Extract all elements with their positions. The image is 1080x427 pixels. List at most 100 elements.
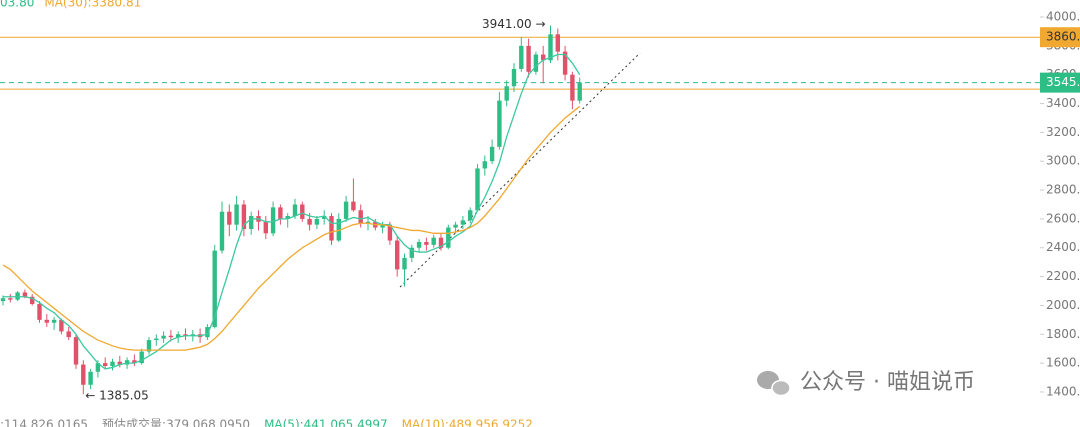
- candle-body: [395, 240, 400, 270]
- candle-body: [278, 207, 283, 219]
- candle-body: [205, 327, 210, 338]
- candle-body: [15, 292, 20, 300]
- candle-body: [8, 298, 13, 300]
- y-tick-label: 3200.0: [1046, 125, 1080, 139]
- watermark-text: 公众号 · 喵姐说币: [800, 370, 975, 395]
- y-tick-label: 2400.0: [1046, 240, 1080, 254]
- candle-body: [431, 237, 436, 245]
- candle-body: [81, 364, 86, 385]
- candle-body: [117, 361, 122, 365]
- candle-body: [424, 241, 429, 245]
- candle-body: [497, 100, 502, 147]
- legend-text: MA(10):489,956.9252: [402, 418, 533, 427]
- candle-body: [468, 210, 473, 221]
- candle-body: [183, 334, 188, 336]
- candle-body: [511, 68, 517, 87]
- candle-body: [219, 211, 225, 251]
- candle-body: [161, 335, 166, 339]
- candle-body: [249, 216, 254, 230]
- y-tick-label: 2200.0: [1046, 269, 1080, 283]
- candle-body: [343, 201, 349, 219]
- candle-body: [234, 204, 239, 225]
- candle-body: [475, 168, 480, 211]
- candle-body: [416, 241, 422, 248]
- candle-body: [577, 82, 582, 101]
- candle-body: [124, 360, 130, 365]
- candle-body: [88, 371, 93, 385]
- price-label-box: [1040, 27, 1080, 48]
- candle-body: [380, 224, 385, 228]
- y-tick-label: 1600.0: [1046, 356, 1080, 370]
- candle-body: [314, 218, 320, 225]
- candle-body: [446, 227, 451, 248]
- candle-body: [44, 319, 49, 323]
- candle-body: [329, 216, 334, 241]
- candle-body: [22, 292, 28, 297]
- price-label: 3860.: [1046, 30, 1080, 44]
- candle-body: [504, 86, 509, 101]
- candle-body: [139, 351, 144, 364]
- candle-body: [51, 319, 57, 323]
- candle-body: [533, 54, 539, 72]
- candle-body: [103, 363, 108, 366]
- legend-text: 预估成交量:379,068.0950: [102, 417, 250, 427]
- candle-body: [336, 218, 341, 241]
- annotation: 3941.00 →: [482, 17, 546, 31]
- annotation: ← 1385.05: [85, 389, 149, 403]
- candle-body: [387, 224, 393, 241]
- candle-body: [300, 204, 305, 219]
- ma-line: [2, 105, 581, 351]
- y-tick-label: 4000.0: [1046, 10, 1080, 24]
- candle-body: [227, 211, 232, 225]
- y-tick-label: 3000.0: [1046, 154, 1080, 168]
- candle-body: [73, 337, 79, 365]
- candle-body: [241, 204, 247, 230]
- candle-body: [453, 224, 458, 228]
- candle-body: [548, 34, 553, 61]
- candle-body: [30, 296, 35, 304]
- y-tick-label: 1400.0: [1046, 384, 1080, 398]
- candle-body: [0, 298, 6, 302]
- candle-body: [168, 335, 174, 338]
- candle-body: [460, 220, 466, 225]
- candle-body: [110, 361, 115, 366]
- legend-text: MA(30):3380.81: [44, 0, 141, 10]
- candle-body: [555, 34, 560, 52]
- candle-body: [285, 216, 290, 219]
- candle-body: [482, 161, 487, 169]
- candle-body: [132, 360, 137, 364]
- legend-text: :114,826.0165: [0, 418, 88, 427]
- y-tick-label: 2000.0: [1046, 298, 1080, 312]
- candle-body: [66, 331, 71, 338]
- candle-body: [95, 363, 101, 372]
- candle-body: [263, 221, 268, 234]
- candle-body: [570, 74, 575, 101]
- candle-body: [526, 45, 531, 72]
- candle-body: [270, 207, 276, 234]
- candle-body: [292, 204, 298, 217]
- candle-body: [322, 216, 327, 219]
- y-tick-label: 2800.0: [1046, 183, 1080, 197]
- wechat-icon: [771, 379, 791, 397]
- candle-body: [146, 340, 152, 352]
- candle-body: [37, 303, 42, 320]
- candle-body: [541, 54, 546, 61]
- candle-body: [519, 45, 524, 69]
- candle-body: [59, 319, 64, 332]
- ma-line: [3, 53, 581, 370]
- y-tick-label: 2600.0: [1046, 211, 1080, 225]
- legend-text: MA(5):441,065.4997: [264, 418, 388, 427]
- candle-body: [562, 51, 568, 75]
- price-label: 3545.: [1046, 75, 1080, 89]
- candle-body: [402, 257, 407, 270]
- candle-body: [409, 247, 414, 258]
- legend-text: 03.80: [0, 0, 34, 10]
- trend-line: [399, 52, 641, 288]
- candle-body: [365, 221, 371, 224]
- candle-body: [176, 334, 181, 338]
- candle-body: [190, 334, 195, 336]
- candle-body: [307, 218, 312, 225]
- candle-body: [358, 210, 363, 224]
- watermark: 公众号 · 喵姐说币: [757, 370, 975, 397]
